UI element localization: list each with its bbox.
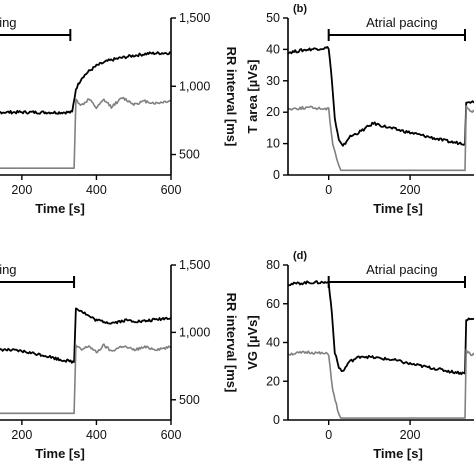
y-axis-title: T area [µVs]: [245, 60, 260, 134]
y-tick-label: 50: [266, 11, 280, 25]
series-line-1: [0, 51, 172, 115]
y-tick-label: 0: [273, 168, 280, 182]
series-line-1: [287, 280, 474, 376]
x-tick-label: 200: [11, 428, 32, 442]
y-tick-label: 1,000: [179, 325, 210, 339]
annotation-atrial-pacing: Atrial pacing: [366, 262, 438, 277]
x-tick-label: 200: [400, 428, 421, 442]
annotation-atrial-pacing: Atrial pacing: [366, 15, 438, 30]
panel-label: (b): [293, 3, 307, 15]
y-tick-label: 0: [273, 413, 280, 427]
series-line-1: [0, 307, 172, 364]
y-tick-label: 1,500: [179, 11, 210, 25]
y-tick-label: 40: [266, 336, 280, 350]
series-line-2: [0, 343, 172, 415]
panel-c: Atrial pacing 200 400 600 Time [s] 500 1,000 1,…: [0, 258, 239, 461]
x-tick-label: 0: [325, 183, 332, 197]
y-tick-label: 20: [266, 105, 280, 119]
annotation-atrial-pacing: Atrial pacing: [0, 262, 17, 277]
x-tick-label: 200: [400, 183, 421, 197]
series-line-2: [0, 96, 172, 169]
panel-d: Atrial pacing0200400Time [s]020406080VG …: [245, 250, 474, 461]
plot-area: [0, 51, 172, 169]
x-tick-label: 600: [161, 428, 182, 442]
plot-area: [0, 307, 172, 415]
x-axis-title: Time [s]: [373, 446, 423, 461]
x-axis-title: Time [s]: [35, 446, 85, 461]
annotation-atrial-pacing: Atrial pacing: [0, 15, 17, 30]
series-line-1: [287, 46, 474, 147]
y-tick-label: 1,000: [179, 79, 210, 93]
panel-label: (d): [293, 250, 307, 262]
series-line-2: [287, 348, 474, 419]
x-tick-label: 400: [86, 183, 107, 197]
y-axis-title: VG [µVs]: [245, 315, 260, 369]
x-axis-title: Time [s]: [35, 201, 85, 216]
x-axis-title: Time [s]: [373, 201, 423, 216]
x-tick-label: 600: [161, 183, 182, 197]
panel-a: Atrial pacing 200 400 600 Time [s] 500 1,000 1,…: [0, 11, 239, 216]
y-tick-label: 30: [266, 74, 280, 88]
y-tick-label: 80: [266, 258, 280, 272]
y-tick-label: 40: [266, 42, 280, 56]
plot-area: [287, 280, 474, 419]
y-tick-label: 10: [266, 137, 280, 151]
series-line-2: [287, 105, 474, 172]
x-tick-label: 400: [86, 428, 107, 442]
y-tick-label: 500: [179, 393, 200, 407]
plot-area: [287, 46, 474, 172]
y-tick-label: 60: [266, 297, 280, 311]
y-tick-label: 1,500: [179, 258, 210, 272]
x-tick-label: 200: [11, 183, 32, 197]
y-tick-label: 500: [179, 148, 200, 162]
x-tick-label: 0: [325, 428, 332, 442]
y-axis-title: RR interval [ms]: [224, 47, 239, 147]
y-tick-label: 20: [266, 374, 280, 388]
y-axis-title: RR interval [ms]: [224, 293, 239, 393]
panel-b: Atrial pacing0200400Time [s]01020304050T…: [245, 3, 474, 216]
